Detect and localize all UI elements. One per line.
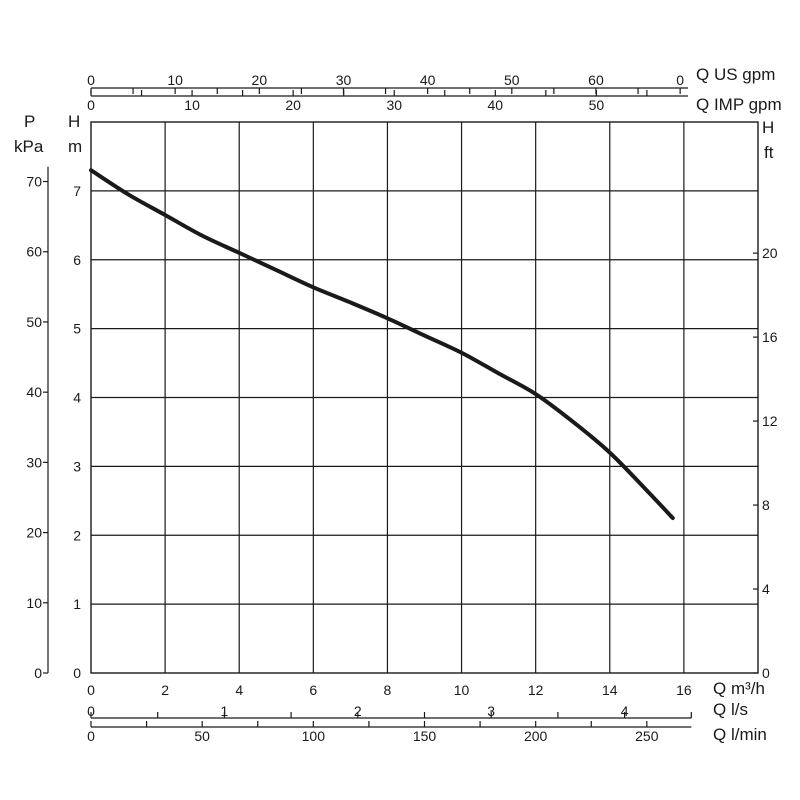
tick-label-imp-gpm: 50 <box>589 97 605 113</box>
tick-label-m3h: 0 <box>87 682 95 698</box>
tick-label-lmin: 150 <box>413 728 437 744</box>
axis-label-imp-gpm: Q IMP gpm <box>696 95 782 114</box>
tick-label-us-gpm: 40 <box>420 72 436 88</box>
tick-label-p-kpa: 30 <box>26 454 42 470</box>
tick-label-lmin: 250 <box>635 728 659 744</box>
tick-label-p-kpa: 10 <box>26 595 42 611</box>
tick-label-h-m: 5 <box>73 321 81 337</box>
tick-label-p-kpa: 70 <box>26 174 42 190</box>
tick-label-h-m: 0 <box>73 665 81 681</box>
tick-label-ls: 3 <box>487 703 495 719</box>
axes <box>43 87 758 728</box>
tick-label-h-ft: 20 <box>762 245 778 261</box>
tick-label-h-ft: 8 <box>762 497 770 513</box>
tick-label-p-kpa: 60 <box>26 244 42 260</box>
tick-label-m3h: 12 <box>528 682 544 698</box>
tick-label-lmin: 50 <box>194 728 210 744</box>
tick-label-m3h: 6 <box>309 682 317 698</box>
tick-label-lmin: 200 <box>524 728 548 744</box>
tick-label-p-kpa: 0 <box>34 665 42 681</box>
tick-label-ls: 2 <box>354 703 362 719</box>
tick-label-lmin: 0 <box>87 728 95 744</box>
axis-label-m3h: Q m³/h <box>713 679 765 698</box>
tick-label-us-gpm: 0 <box>87 72 95 88</box>
tick-label-m3h: 10 <box>454 682 470 698</box>
axis-label-p: P <box>24 112 35 131</box>
tick-label-m3h: 16 <box>676 682 692 698</box>
axis-label-ft: ft <box>764 143 774 162</box>
performance-curve-layer <box>89 168 675 521</box>
axis-label-h-right: H <box>762 118 774 137</box>
tick-label-lmin: 100 <box>302 728 326 744</box>
tick-label-us-gpm: 30 <box>336 72 352 88</box>
tick-label-imp-gpm: 40 <box>488 97 504 113</box>
tick-label-imp-gpm: 10 <box>184 97 200 113</box>
tick-label-p-kpa: 50 <box>26 314 42 330</box>
tick-label-us-gpm: 50 <box>504 72 520 88</box>
tick-label-h-m: 3 <box>73 458 81 474</box>
tick-label-p-kpa: 40 <box>26 384 42 400</box>
tick-label-h-ft: 0 <box>762 665 770 681</box>
tick-label-us-gpm: 20 <box>252 72 268 88</box>
tick-label-us-gpm: 10 <box>167 72 183 88</box>
tick-label-us-gpm: 0 <box>676 72 684 88</box>
axis-label-lmin: Q l/min <box>713 725 767 744</box>
tick-label-h-ft: 12 <box>762 413 778 429</box>
tick-label-h-ft: 4 <box>762 581 770 597</box>
axis-label-h-left: H <box>68 112 80 131</box>
tick-label-p-kpa: 20 <box>26 525 42 541</box>
axis-label-m: m <box>68 137 82 156</box>
performance-curve <box>89 168 675 521</box>
tick-label-us-gpm: 60 <box>588 72 604 88</box>
tick-label-imp-gpm: 30 <box>386 97 402 113</box>
tick-label-imp-gpm: 20 <box>285 97 301 113</box>
axis-label-us-gpm: Q US gpm <box>696 65 775 84</box>
tick-label-ls: 1 <box>221 703 229 719</box>
tick-label-imp-gpm: 0 <box>87 97 95 113</box>
tick-label-h-m: 2 <box>73 527 81 543</box>
tick-label-h-m: 1 <box>73 596 81 612</box>
axis-label-kpa: kPa <box>14 137 44 156</box>
tick-label-ls: 4 <box>621 703 629 719</box>
grid <box>90 121 759 674</box>
tick-label-h-ft: 16 <box>762 329 778 345</box>
axis-label-ls: Q l/s <box>713 700 748 719</box>
tick-label-h-m: 6 <box>73 252 81 268</box>
tick-label-m3h: 8 <box>384 682 392 698</box>
tick-label-ls: 0 <box>87 703 95 719</box>
tick-label-m3h: 4 <box>235 682 243 698</box>
tick-label-h-m: 7 <box>73 183 81 199</box>
tick-label-h-m: 4 <box>73 390 81 406</box>
tick-label-m3h: 2 <box>161 682 169 698</box>
tick-label-m3h: 14 <box>602 682 618 698</box>
